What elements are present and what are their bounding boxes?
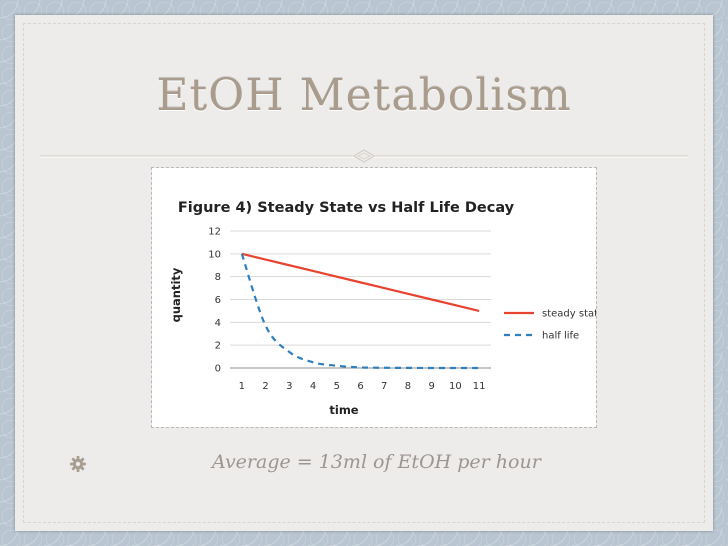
x-tick-label: 3: [286, 381, 292, 392]
x-tick-label: 2: [262, 381, 268, 392]
chart-frame: Figure 4) Steady State vs Half Life Deca…: [151, 167, 597, 428]
gear-bullet-icon: [70, 456, 86, 472]
x-tick-label: 5: [334, 381, 340, 392]
ornament-divider: [40, 149, 688, 163]
bullet-caption: Average = 13ml of EtOH per hour: [212, 451, 541, 473]
y-tick-label: 8: [215, 272, 221, 283]
chart-title: Figure 4) Steady State vs Half Life Deca…: [178, 200, 515, 216]
x-tick-label: 7: [381, 381, 387, 392]
legend-label: steady state: [542, 309, 596, 320]
x-tick-label: 4: [310, 381, 316, 392]
y-tick-label: 0: [215, 364, 221, 375]
x-tick-label: 8: [405, 381, 411, 392]
y-tick-label: 4: [215, 318, 221, 329]
series-line-half-life: [240, 253, 480, 370]
series-line-steady-state: [241, 252, 480, 312]
x-tick-label: 6: [357, 381, 363, 392]
y-tick-label: 12: [208, 227, 221, 238]
x-tick-label: 9: [428, 381, 434, 392]
y-axis-label: quantity: [169, 267, 183, 322]
x-tick-label: 10: [449, 381, 462, 392]
line-chart: Figure 4) Steady State vs Half Life Deca…: [169, 200, 596, 417]
y-tick-label: 2: [215, 341, 221, 352]
x-tick-label: 11: [473, 381, 486, 392]
y-tick-label: 10: [208, 249, 221, 260]
series: [240, 252, 480, 370]
x-axis-label: time: [329, 403, 358, 417]
x-tick-label: 1: [239, 381, 245, 392]
y-tick-label: 6: [215, 295, 221, 306]
slide-border: [23, 23, 705, 523]
slide: EtOH Metabolism Figure 4) Steady State v…: [15, 15, 713, 531]
page-title: EtOH Metabolism: [156, 70, 572, 121]
legend-label: half life: [542, 331, 579, 342]
gridlines: [230, 230, 491, 346]
legend: steady state half life: [504, 309, 596, 342]
